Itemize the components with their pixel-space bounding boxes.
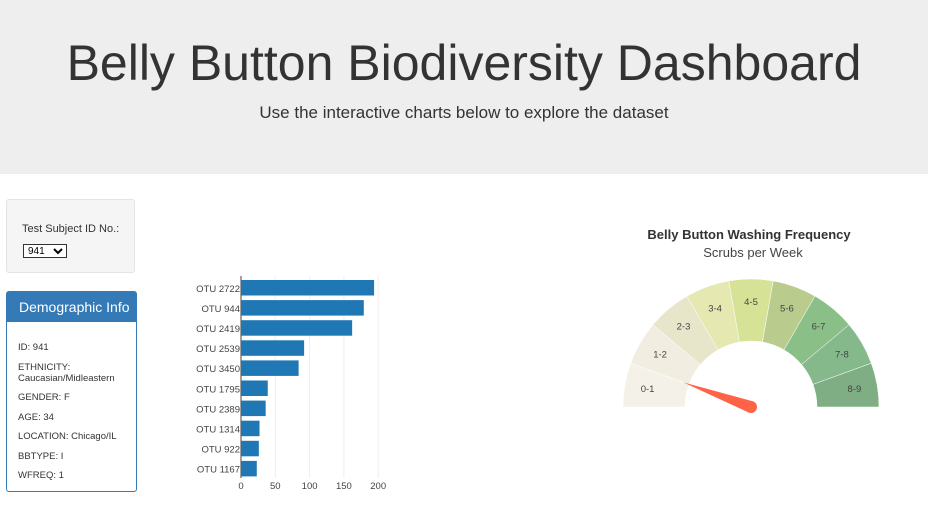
demographic-value: 1 [58, 470, 64, 481]
x-tick-label: 200 [370, 481, 386, 492]
demographic-key: GENDER [18, 392, 59, 403]
bar[interactable] [241, 360, 299, 376]
x-tick-label: 150 [336, 481, 352, 492]
bar[interactable] [241, 420, 260, 437]
gauge-segment-label: 5-6 [780, 303, 794, 314]
demographic-row-gender: GENDER: F [18, 392, 70, 403]
demographic-info-heading: Demographic Info [7, 292, 136, 322]
gauge-segment-label: 8-9 [848, 384, 862, 395]
bar[interactable] [241, 460, 257, 477]
y-tick-label: OTU 2722 [196, 284, 240, 295]
y-tick-label: OTU 944 [201, 304, 240, 315]
gauge-segment-label: 6-7 [812, 322, 826, 333]
bar[interactable] [241, 340, 305, 356]
demographic-info-panel: Demographic Info ID: 941 ETHNICITY: Cauca… [6, 291, 137, 492]
demographic-info-body: ID: 941 ETHNICITY: Caucasian/Midleastern G… [18, 342, 133, 490]
y-tick-label: OTU 1314 [196, 424, 240, 435]
subject-selector-panel: Test Subject ID No.: 941 [6, 199, 135, 273]
demographic-value: 34 [43, 411, 54, 423]
gauge-title: Belly Button Washing Frequency [647, 227, 851, 242]
subject-selector-label: Test Subject ID No.: [22, 223, 120, 235]
bar[interactable] [241, 320, 353, 336]
demographic-key: WFREQ [18, 470, 54, 481]
y-tick-label: OTU 1167 [197, 465, 240, 476]
demographic-value: F [63, 392, 70, 403]
demographic-value: Caucasian/Midleastern [18, 372, 115, 384]
demographic-key: ID [18, 342, 28, 353]
y-tick-label: OTU 2539 [196, 344, 240, 355]
gauge-segment-label: 2-3 [677, 322, 691, 333]
bar[interactable] [241, 380, 268, 397]
gauge-segment-label: 0-1 [641, 384, 655, 395]
demographic-row-ethnicity: ETHNICITY: Caucasian/Midleastern [18, 361, 115, 384]
top-otu-bar-chart: OTU 2722 OTU 944 OTU 2419 OTU 2539 OTU 3450 O… [196, 276, 386, 492]
bar[interactable] [241, 440, 259, 457]
page-subtitle: Use the interactive charts below to expl… [259, 103, 669, 122]
y-tick-label: OTU 2419 [196, 324, 240, 335]
page-title: Belly Button Biodiversity Dashboard [66, 35, 862, 91]
gauge-segment[interactable] [812, 362, 880, 408]
demographic-key: BBTYPE [18, 450, 56, 462]
y-tick-label: OTU 2389 [196, 404, 240, 415]
x-tick-label: 0 [238, 481, 243, 492]
gauge-subtitle: Scrubs per Week [703, 245, 803, 260]
bar[interactable] [241, 280, 375, 296]
bar[interactable] [241, 300, 364, 316]
demographic-value: Chicago/IL [71, 431, 117, 442]
x-tick-label: 100 [302, 481, 318, 492]
bar[interactable] [241, 400, 266, 417]
demographic-key: AGE [18, 411, 39, 423]
washing-frequency-gauge: Belly Button Washing Frequency Scrubs pe… [622, 227, 880, 413]
gauge-segment-label: 1-2 [653, 350, 667, 361]
demographic-row-id: ID: 941 [18, 342, 49, 353]
header-banner: Belly Button Biodiversity Dashboard Use … [0, 0, 928, 174]
demographic-row-bbtype: BBTYPE: I [18, 450, 64, 462]
demographic-value: 941 [32, 342, 49, 353]
gauge-segment-label: 3-4 [708, 303, 722, 314]
gauge-segment-label: 7-8 [835, 350, 849, 361]
gauge-needle-hub [745, 401, 757, 413]
demographic-key: LOCATION [18, 431, 66, 442]
demographic-row-age: AGE: 34 [18, 411, 54, 423]
x-tick-label: 50 [270, 481, 281, 492]
demographic-value: I [60, 450, 64, 462]
demographic-row-location: LOCATION: Chicago/IL [18, 431, 117, 442]
demographic-row-wfreq: WFREQ: 1 [18, 470, 64, 481]
y-tick-label: OTU 922 [201, 445, 240, 456]
gauge-needle [683, 382, 754, 413]
gauge-segment-label: 4-5 [744, 297, 758, 308]
y-tick-label: OTU 3450 [196, 364, 240, 375]
subject-id-select[interactable]: 941 [23, 244, 67, 258]
y-tick-label: OTU 1795 [196, 384, 240, 395]
demographic-key: ETHNICITY [18, 361, 68, 373]
